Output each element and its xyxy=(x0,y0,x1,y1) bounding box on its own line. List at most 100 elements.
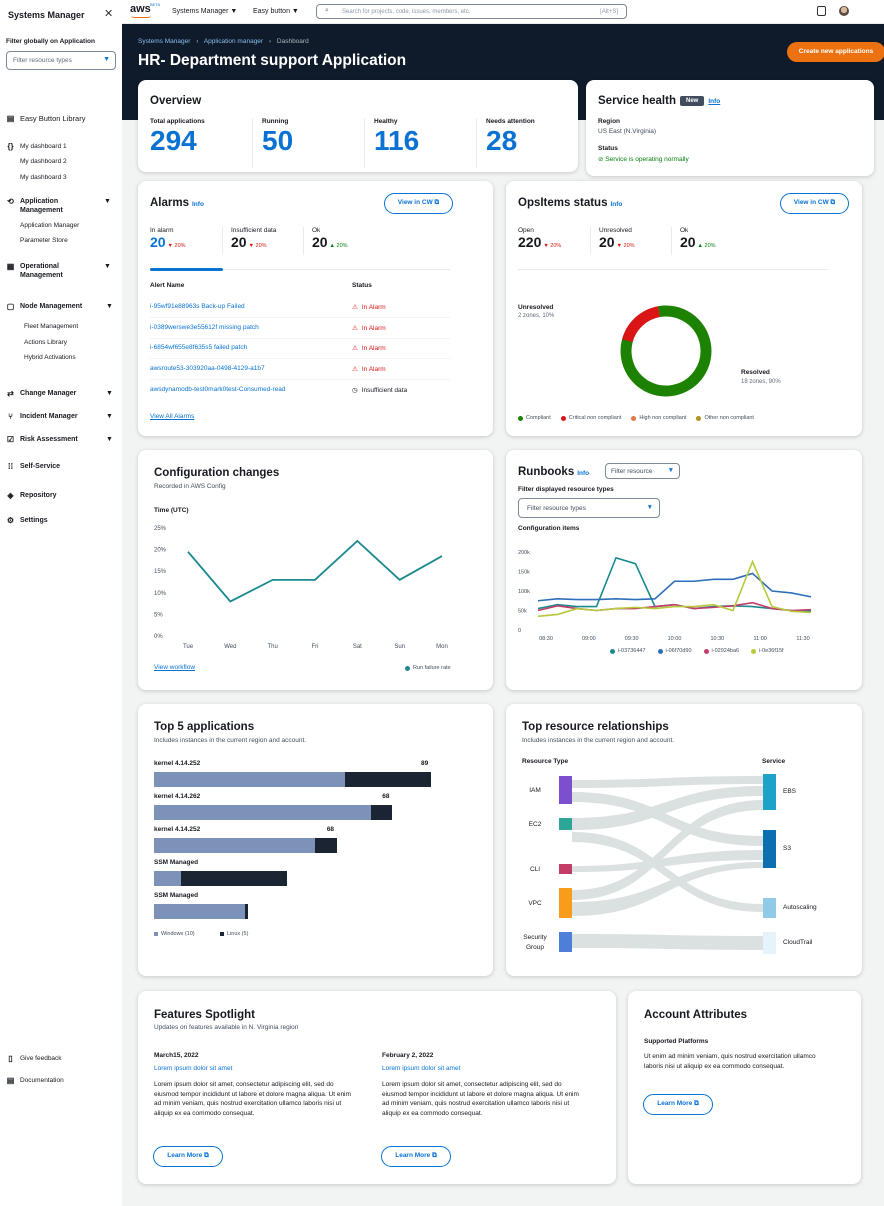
stat-delta: 20% xyxy=(174,243,186,249)
nav-self-service[interactable]: ⁞⁞ Self-Service xyxy=(6,462,60,471)
sankey-source-node[interactable] xyxy=(559,818,572,830)
learn-more-button[interactable]: Learn More ⧉ xyxy=(643,1094,713,1115)
nav-fleet-management[interactable]: Fleet Management xyxy=(24,323,79,330)
sankey-target-node[interactable] xyxy=(763,830,776,868)
resource-type-select[interactable]: Filter resource types ▼ xyxy=(6,51,116,70)
warning-icon: ⚠ xyxy=(352,324,358,332)
documentation-link[interactable]: ▤ Documentation xyxy=(6,1076,64,1085)
give-feedback-link[interactable]: ▯ Give feedback xyxy=(6,1054,61,1063)
alarm-stat-in-alarm: In alarm 20 ▼ 20% xyxy=(150,227,186,250)
alarm-name-link[interactable]: i-95wf91e88963s Back-up Failed xyxy=(150,303,245,310)
sankey-source-node[interactable] xyxy=(559,776,572,804)
legend-label: Run failure rate xyxy=(413,665,451,671)
opsitems-header: OpsItems status Info xyxy=(518,197,622,209)
alarm-name-link[interactable]: awsroute53-303920aa-0498-4129-a1b7 xyxy=(150,365,265,373)
learn-more-button[interactable]: Learn More ⧉ xyxy=(381,1146,451,1167)
nav-dashboard-2[interactable]: My dashboard 2 xyxy=(20,158,67,165)
breadcrumb-link[interactable]: Systems Manager xyxy=(138,38,191,45)
x-tick-label: Mon xyxy=(436,644,448,650)
alarm-name-link[interactable]: awsdynamodb-test0mark0test-Consumed-read xyxy=(150,385,286,393)
status-label: Status xyxy=(598,145,618,152)
nav-application-manager[interactable]: Application Manager xyxy=(20,222,80,229)
feature-link[interactable]: Lorem ipsum dolor sit amet xyxy=(154,1065,233,1072)
sankey-source-node[interactable] xyxy=(559,888,572,918)
service-health-title: Service health xyxy=(598,95,676,107)
info-link[interactable]: Info xyxy=(192,201,204,208)
legend-item: High non compliant xyxy=(631,415,686,421)
sankey-source-label: EC2 xyxy=(528,821,542,828)
y-tick-label: 0 xyxy=(518,628,521,634)
stat-value: 294 xyxy=(150,125,197,156)
top5-applications-card: Top 5 applications Includes instances in… xyxy=(138,704,493,976)
view-in-cw-button[interactable]: View in CW ⧉ xyxy=(384,193,453,214)
search-input[interactable]: ⌕ Search for projects, code, issues, mem… xyxy=(316,4,627,19)
nav-dashboard-1[interactable]: {} My dashboard 1 xyxy=(6,142,67,151)
stacked-bar[interactable] xyxy=(154,904,249,919)
info-link[interactable]: Info xyxy=(610,201,623,208)
status-text: In Alarm xyxy=(361,345,386,353)
nav-label: My dashboard 1 xyxy=(20,143,67,150)
stacked-bar[interactable] xyxy=(154,838,337,853)
alarm-name-link[interactable]: i-0389werswe3e55612f missing patch xyxy=(150,323,259,331)
view-all-alarms-link[interactable]: View All Alarms xyxy=(150,413,195,420)
nav-settings[interactable]: ⚙ Settings xyxy=(6,516,48,525)
nav-change-manager[interactable]: ⇄ Change Manager ▼ xyxy=(6,389,113,398)
info-link[interactable]: Info xyxy=(708,97,721,105)
nav-easy-button[interactable]: ▤ Easy Button Library xyxy=(6,114,86,123)
aws-logo[interactable]: aws xyxy=(130,3,151,15)
sankey-target-node[interactable] xyxy=(763,898,776,918)
account-title: Account Attributes xyxy=(644,1009,748,1021)
external-link-icon: ⧉ xyxy=(830,199,836,206)
systems-manager-menu[interactable]: Systems Manager ▼ xyxy=(172,8,238,15)
nav-incident-manager[interactable]: ⑂ Incident Manager ▼ xyxy=(6,412,113,421)
feature-link[interactable]: Lorem ipsum dolor sit amet xyxy=(382,1065,461,1072)
avatar[interactable] xyxy=(839,6,849,16)
account-text: Ut enim ad minim veniam, quis nostrud ex… xyxy=(644,1053,816,1070)
relationships-title: Top resource relationships xyxy=(522,721,669,733)
info-link[interactable]: Info xyxy=(577,470,590,477)
stacked-bar[interactable] xyxy=(154,805,393,820)
stacked-bar[interactable] xyxy=(154,871,287,886)
close-icon[interactable]: ✕ xyxy=(104,8,114,20)
view-in-cw-button[interactable]: View in CW ⧉ xyxy=(780,193,849,214)
y-tick-label: 10% xyxy=(154,591,167,597)
nav-hybrid-activations[interactable]: Hybrid Activations xyxy=(24,354,76,361)
sankey-target-node[interactable] xyxy=(763,932,776,954)
legend-label: Windows (10) xyxy=(161,931,195,937)
check-circle-icon: ⊘ xyxy=(598,156,604,163)
sankey-source-node[interactable] xyxy=(559,864,572,874)
nav-operational-management[interactable]: ▦ Operational Management ▼ xyxy=(6,262,111,280)
button-label: Learn More xyxy=(167,1152,203,1159)
features-spotlight-card: Features Spotlight Updates on features a… xyxy=(138,991,616,1184)
stacked-bar[interactable] xyxy=(154,772,431,787)
filter-resource-select[interactable]: Filter resource ▼ xyxy=(605,463,680,479)
alarm-name-link[interactable]: i-6854wf655e8f635s5 failed patch xyxy=(150,344,248,352)
view-workflow-link[interactable]: View workflow xyxy=(154,664,196,671)
sankey-source-node[interactable] xyxy=(559,932,572,952)
nav-actions-library[interactable]: Actions Library xyxy=(24,339,67,346)
chevron-down-icon: ▼ xyxy=(106,390,113,397)
easy-button-menu[interactable]: Easy button ▼ xyxy=(253,8,299,15)
y-tick-label: 50k xyxy=(518,609,527,615)
search-placeholder: Search for projects, code, issues, membe… xyxy=(342,8,471,15)
create-application-button[interactable]: Create new applications xyxy=(787,42,884,62)
legend-label: i-0e36f15f xyxy=(759,648,784,654)
x-tick-label: 10:00 xyxy=(668,636,682,642)
nav-dashboard-3[interactable]: My dashboard 3 xyxy=(20,174,67,181)
nav-parameter-store[interactable]: Parameter Store xyxy=(20,237,68,244)
bar-value: 68 xyxy=(382,793,390,800)
nav-application-management[interactable]: ⟲ Application Management ▼ xyxy=(6,197,111,215)
nav-label: Node Management xyxy=(20,303,83,310)
legend-item: i-06f70d90 xyxy=(657,648,692,654)
nav-repository[interactable]: ◈ Repository xyxy=(6,491,57,500)
nav-label: Repository xyxy=(20,492,57,499)
learn-more-button[interactable]: Learn More ⧉ xyxy=(153,1146,223,1167)
nav-label: Documentation xyxy=(20,1077,64,1084)
breadcrumb-link[interactable]: Application manager xyxy=(203,38,264,45)
sankey-target-node[interactable] xyxy=(763,774,776,810)
nav-node-management[interactable]: ▢ Node Management ▼ xyxy=(6,302,113,311)
status-text: Insufficient data xyxy=(361,386,408,394)
nav-risk-assessment[interactable]: ☑ Risk Assessment ▼ xyxy=(6,435,113,444)
calendar-icon[interactable] xyxy=(817,6,826,16)
filter-resource-types-select[interactable]: Filter resource types ▼ xyxy=(518,498,660,518)
